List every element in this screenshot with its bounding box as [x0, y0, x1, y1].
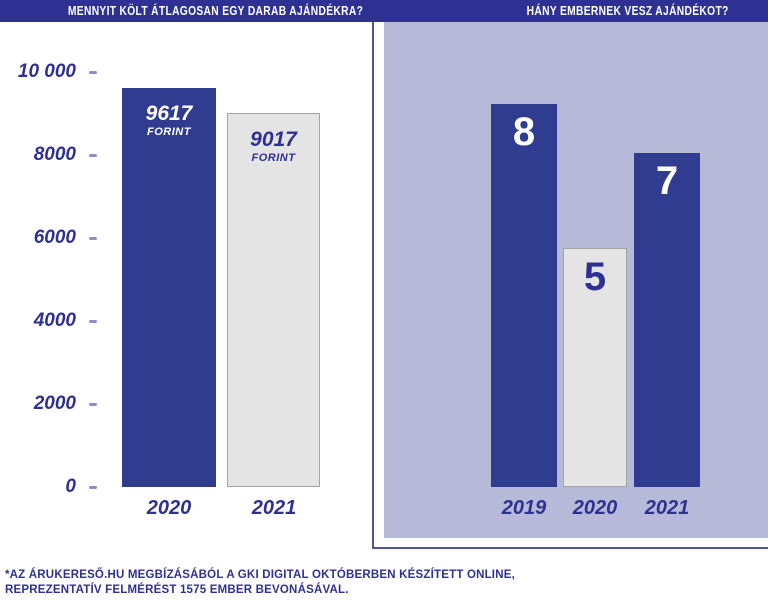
- x-label-2019-right: 2019: [501, 497, 547, 519]
- y-tick-label-4000: 4000: [33, 310, 76, 331]
- y-tick-mark: [89, 237, 97, 240]
- x-label-2021-right: 2021: [644, 497, 690, 519]
- bar-count-2019: 8: [491, 104, 557, 487]
- x-label-2020-left: 2020: [146, 497, 192, 519]
- y-tick-mark: [89, 403, 97, 406]
- bar-count-label: 5: [583, 255, 607, 299]
- bar-spend-2020: 9617 FORINT: [122, 88, 216, 487]
- bar-unit-label: FORINT: [251, 152, 296, 164]
- x-label-2021-left: 2021: [251, 497, 297, 519]
- bar-unit-label: FORINT: [147, 126, 191, 138]
- y-tick-label-8000: 8000: [33, 144, 76, 165]
- source-footnote-line1: *AZ ÁRUKERESŐ.HU MEGBÍZÁSÁBÓL A GKI DIGI…: [5, 569, 515, 581]
- y-tick-label-2000: 2000: [33, 393, 76, 414]
- bar-count-label: 7: [655, 159, 679, 203]
- header-bar: MENNYIT KÖLT ÁTLAGOSAN EGY DARAB AJÁNDÉK…: [0, 0, 768, 22]
- y-tick-label-10000: 10 000: [17, 61, 76, 82]
- bar-value-label: 9017: [250, 128, 297, 151]
- right-chart-title: HÁNY EMBERNEK VESZ AJÁNDÉKOT?: [526, 4, 729, 18]
- bar-count-2021: 7: [634, 153, 700, 487]
- source-footnote-line2: REPREZENTATÍV FELMÉRÉST 1575 EMBER BEVON…: [5, 584, 349, 596]
- y-tick-mark: [89, 154, 97, 157]
- bar-value-label: 9617: [145, 102, 193, 125]
- right-chart-frame: [372, 22, 768, 549]
- bar-spend-2021: 9017 FORINT: [227, 113, 320, 487]
- y-tick-mark: [89, 71, 97, 74]
- y-tick-mark: [89, 486, 97, 489]
- y-tick-mark: [89, 320, 97, 323]
- source-footnote: *AZ ÁRUKERESŐ.HU MEGBÍZÁSÁBÓL A GKI DIGI…: [5, 568, 515, 598]
- y-tick-label-6000: 6000: [33, 227, 76, 248]
- x-label-2020-right: 2020: [572, 497, 618, 519]
- bar-count-label: 8: [512, 110, 536, 154]
- left-chart-title: MENNYIT KÖLT ÁTLAGOSAN EGY DARAB AJÁNDÉK…: [67, 4, 364, 18]
- y-tick-label-0: 0: [65, 476, 76, 497]
- bar-count-2020: 5: [563, 248, 627, 487]
